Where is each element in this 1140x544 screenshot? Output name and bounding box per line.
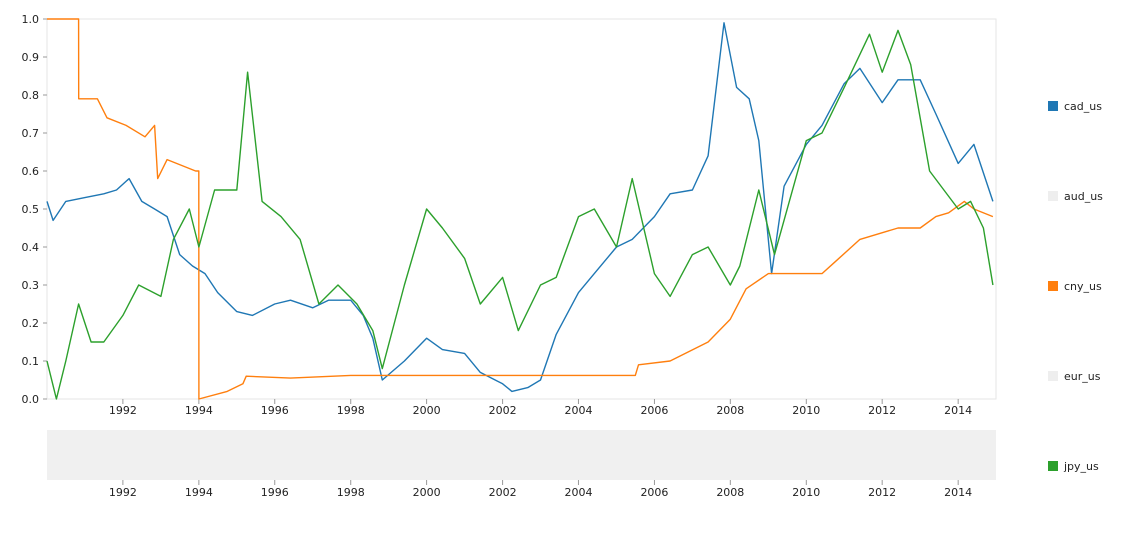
- x-tick-label: 2014: [944, 404, 972, 417]
- x-tick-label: 2010: [792, 404, 820, 417]
- y-tick-label: 0.3: [22, 279, 40, 292]
- y-axis: 0.0 0.1 0.2 0.3 0.4 0.5 0.6 0.7 0.8 0.9 1.0: [22, 13, 47, 406]
- x-tick-label: 2004: [564, 404, 592, 417]
- x-tick-label: 1998: [337, 404, 365, 417]
- legend-label: eur_us: [1064, 369, 1101, 383]
- legend-item-cny_us[interactable]: cny_us: [1048, 279, 1102, 293]
- x-tick-label: 2002: [489, 404, 517, 417]
- x-tick-label: 2000: [413, 404, 441, 417]
- navigator-tick-label: 1998: [337, 486, 365, 499]
- range-navigator[interactable]: 1992 1994 1996 1998 2000 2002 2004 2006 2008 2010…: [47, 430, 996, 499]
- legend-swatch: [1048, 461, 1058, 471]
- navigator-tick-label: 2000: [413, 486, 441, 499]
- y-tick-label: 0.5: [22, 203, 40, 216]
- navigator-tick-label: 2004: [564, 486, 592, 499]
- legend-swatch: [1048, 281, 1058, 291]
- legend-label: jpy_us: [1064, 459, 1099, 473]
- legend-item-jpy_us[interactable]: jpy_us: [1048, 459, 1099, 473]
- legend-label: aud_us: [1064, 189, 1103, 203]
- y-tick-label: 0.7: [22, 127, 40, 140]
- navigator-background[interactable]: [47, 430, 996, 480]
- legend-swatch: [1048, 101, 1058, 111]
- x-tick-label: 2012: [868, 404, 896, 417]
- plot-frame: [46, 18, 997, 400]
- navigator-tick-label: 2006: [640, 486, 668, 499]
- legend-label: cny_us: [1064, 279, 1102, 293]
- navigator-tick-label: 2002: [489, 486, 517, 499]
- y-tick-label: 0.2: [22, 317, 40, 330]
- series-layer: [46, 18, 994, 400]
- legend-swatch: [1048, 191, 1058, 201]
- legend-item-aud_us[interactable]: aud_us: [1048, 189, 1103, 203]
- y-tick-label: 1.0: [22, 13, 40, 26]
- y-tick-label: 0.1: [22, 355, 40, 368]
- x-tick-label: 1994: [185, 404, 213, 417]
- x-tick-label: 2008: [716, 404, 744, 417]
- navigator-tick-label: 1992: [109, 486, 137, 499]
- navigator-tick-label: 2008: [716, 486, 744, 499]
- navigator-tick-label: 2012: [868, 486, 896, 499]
- legend-label: cad_us: [1064, 99, 1102, 113]
- legend-swatch: [1048, 371, 1058, 381]
- main-plot[interactable]: 0.00.10.20.30.40.50.60.70.80.91.0 1992 19…: [22, 13, 997, 417]
- navigator-tick-label: 2014: [944, 486, 972, 499]
- y-tick-label: 0.4: [22, 241, 40, 254]
- y-tick-label: 0.9: [22, 51, 40, 64]
- x-tick-label: 1996: [261, 404, 289, 417]
- y-tick-label: 0.6: [22, 165, 40, 178]
- legend-item-eur_us[interactable]: eur_us: [1048, 369, 1100, 383]
- legend-item-cad_us[interactable]: cad_us: [1048, 99, 1102, 113]
- x-tick-label: 2006: [640, 404, 668, 417]
- navigator-tick-label: 1996: [261, 486, 289, 499]
- navigator-x-axis: 1992 1994 1996 1998 2000 2002 2004 2006 2008 2010…: [109, 480, 972, 499]
- x-axis: 1992 1994 1996 1998 2000 2002 2004 2006 2008 2010…: [109, 399, 972, 417]
- x-tick-label: 1992: [109, 404, 137, 417]
- navigator-tick-label: 2010: [792, 486, 820, 499]
- navigator-tick-label: 1994: [185, 486, 213, 499]
- series-line-jpy_us: [46, 29, 994, 400]
- y-tick-label: 0.0: [22, 393, 40, 406]
- series-line-cny_us: [47, 18, 994, 400]
- y-tick-label: 0.8: [22, 89, 40, 102]
